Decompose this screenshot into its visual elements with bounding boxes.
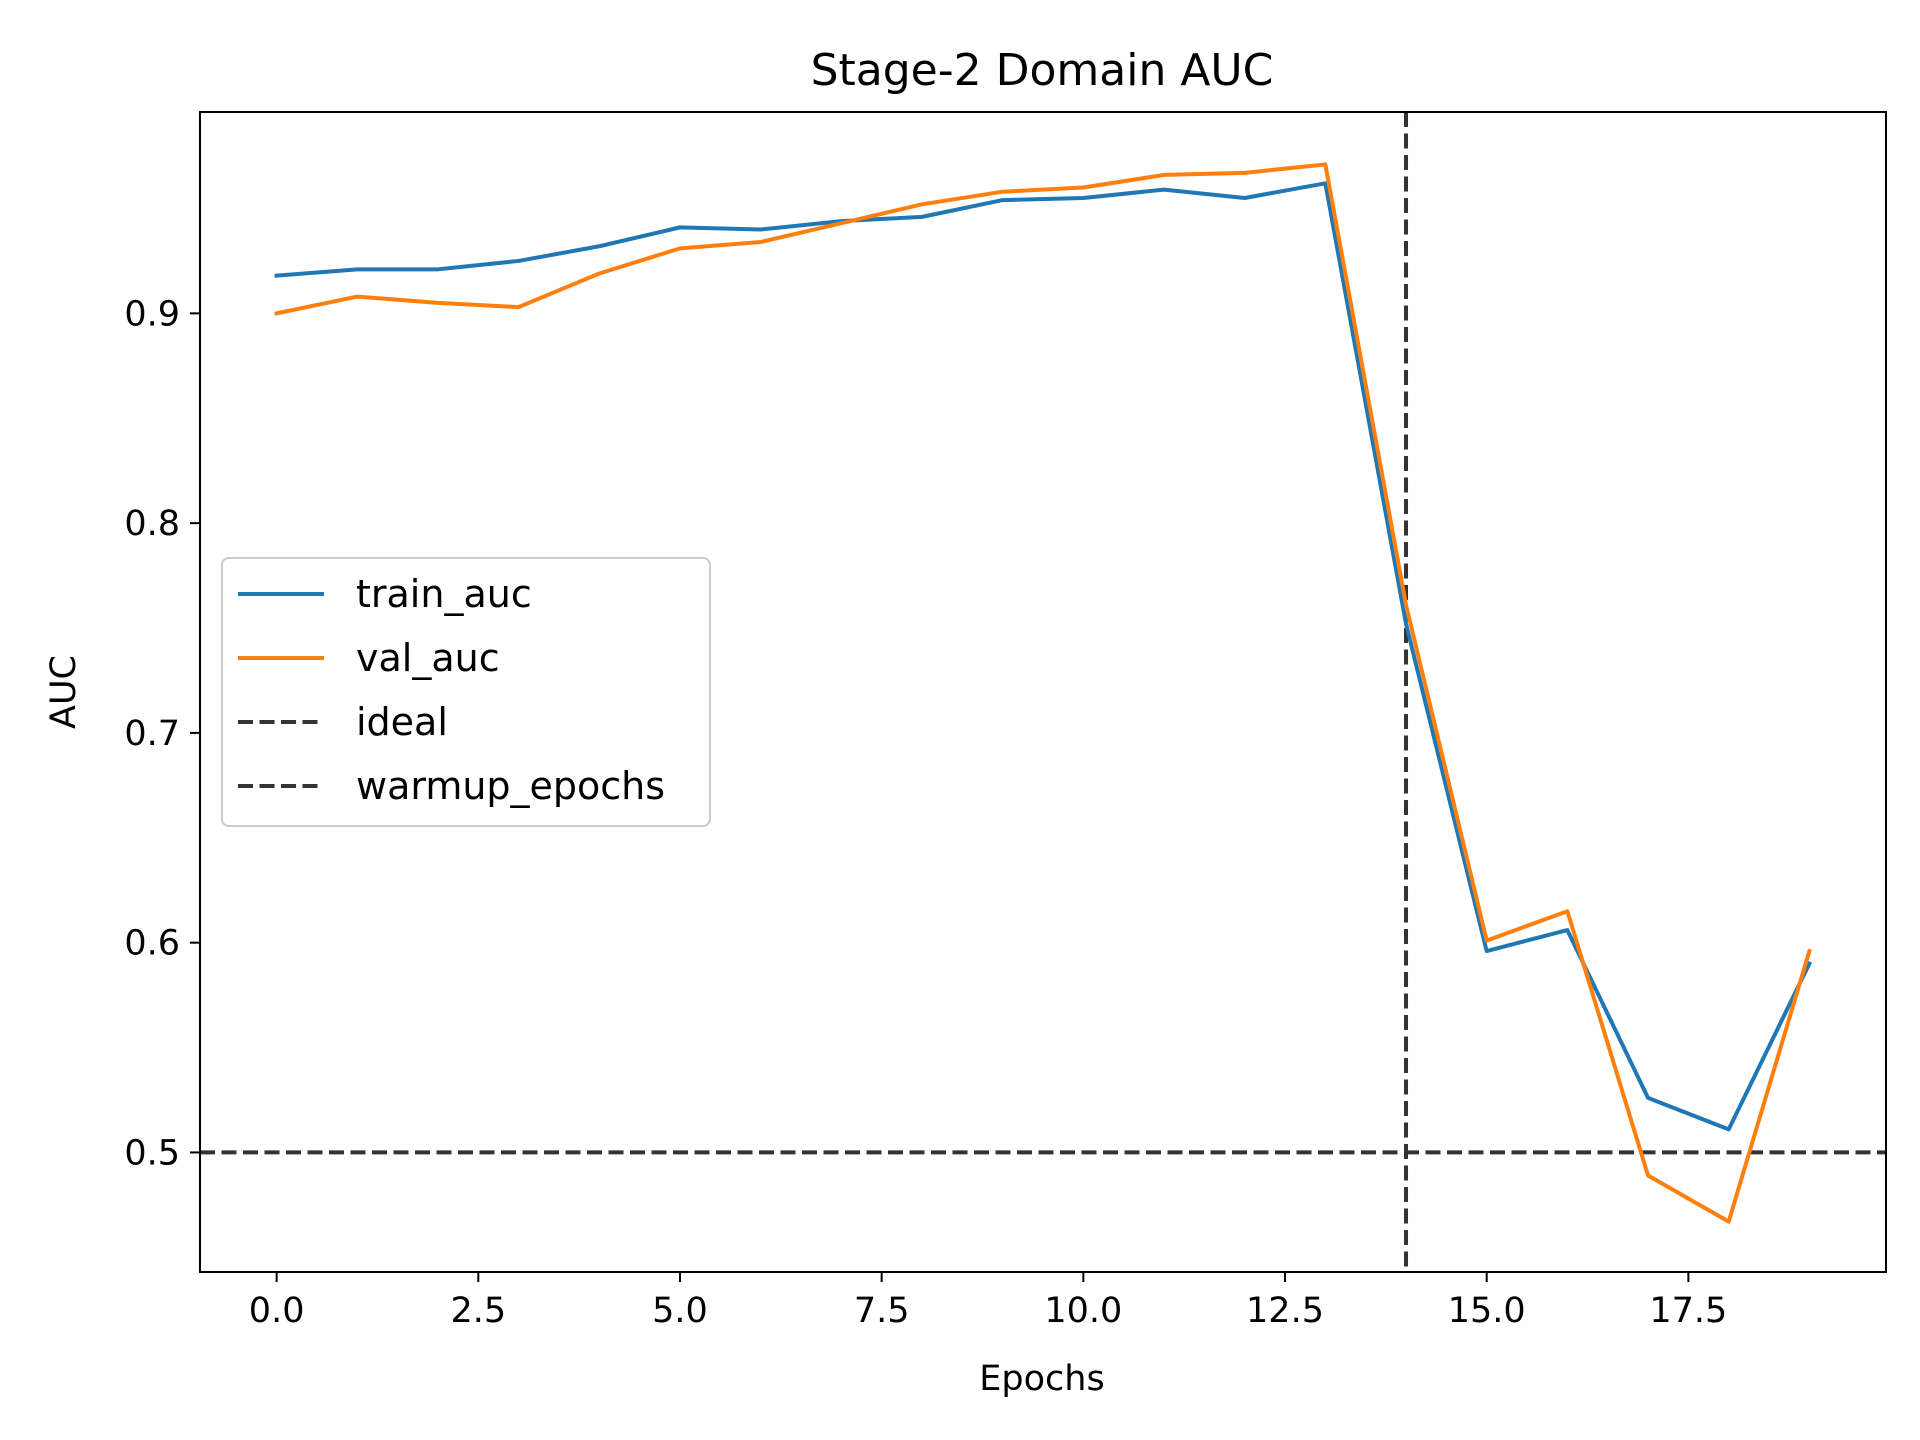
- series-lines: [274, 162, 1813, 1224]
- y-axis-label: AUC: [44, 655, 84, 729]
- legend-box: [221, 557, 711, 827]
- legend-label-ideal: ideal: [356, 700, 448, 744]
- reference-lines: [200, 112, 1886, 1272]
- x-tick-label: 2.5: [450, 1291, 506, 1331]
- plot-frame: [199, 111, 1887, 1273]
- x-tick-label: 15.0: [1448, 1291, 1526, 1331]
- y-tick-label: 0.9: [124, 294, 180, 334]
- y-tick-label: 0.8: [124, 504, 180, 544]
- x-tick-label: 0.0: [249, 1291, 305, 1331]
- y-tick-label: 0.6: [124, 924, 180, 964]
- y-tick-label: 0.7: [124, 714, 180, 754]
- x-tick-label: 7.5: [854, 1291, 910, 1331]
- y-axis: 0.5 0.6 0.7 0.8 0.9: [124, 294, 200, 1173]
- series-line-val_auc: [274, 162, 1812, 1224]
- x-tick-label: 5.0: [652, 1291, 708, 1331]
- series-line-train_auc: [274, 181, 1813, 1132]
- x-tick-label: 10.0: [1044, 1291, 1122, 1331]
- chart-title: Stage-2 Domain AUC: [811, 45, 1274, 96]
- x-axis: 0.0 2.5 5.0 7.5 10.0 12.5 15.0 17.5: [249, 1272, 1727, 1331]
- x-axis-label: Epochs: [979, 1359, 1104, 1399]
- y-tick-label: 0.5: [124, 1133, 180, 1173]
- legend-label-warmup_epochs: warmup_epochs: [356, 764, 665, 808]
- legend-label-val_auc: val_auc: [356, 636, 500, 680]
- legend-label-train_auc: train_auc: [356, 572, 532, 616]
- x-tick-label: 17.5: [1649, 1291, 1727, 1331]
- x-tick-label: 12.5: [1246, 1291, 1324, 1331]
